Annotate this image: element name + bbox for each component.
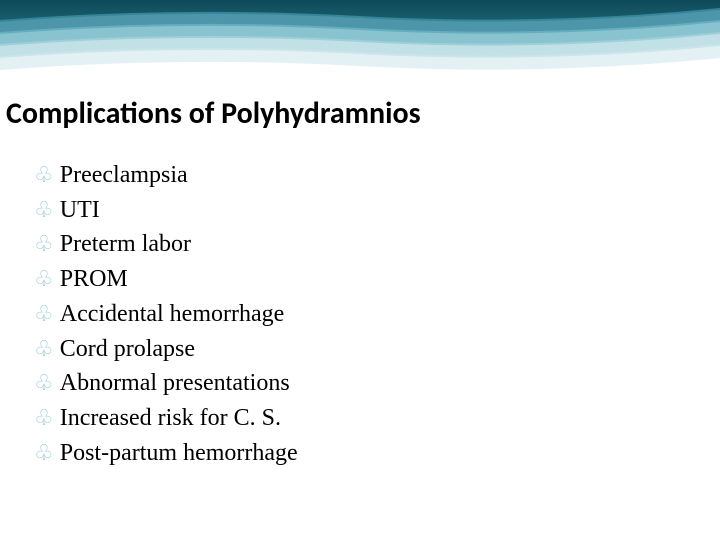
list-item: ♧ PROM — [34, 264, 720, 295]
list-item-text: Increased risk for C. S. — [60, 403, 281, 434]
bullet-icon: ♧ — [34, 160, 54, 190]
list-item: ♧ UTI — [34, 195, 720, 226]
list-item: ♧ Accidental hemorrhage — [34, 299, 720, 330]
bullet-icon: ♧ — [34, 334, 54, 364]
bullet-icon: ♧ — [34, 299, 54, 329]
list-item: ♧ Abnormal presentations — [34, 368, 720, 399]
list-item-text: Preterm labor — [60, 229, 191, 260]
list-item-text: PROM — [60, 264, 128, 295]
list-item-text: Preeclampsia — [60, 160, 188, 191]
list-item-text: UTI — [60, 195, 100, 226]
list-item-text: Cord prolapse — [60, 334, 195, 365]
list-item: ♧ Preterm labor — [34, 229, 720, 260]
list-item-text: Post-partum hemorrhage — [60, 438, 298, 469]
bullet-icon: ♧ — [34, 438, 54, 468]
list-item: ♧ Preeclampsia — [34, 160, 720, 191]
list-item: ♧ Increased risk for C. S. — [34, 403, 720, 434]
list-item-text: Abnormal presentations — [60, 368, 290, 399]
bullet-icon: ♧ — [34, 195, 54, 225]
bullet-icon: ♧ — [34, 264, 54, 294]
bullet-icon: ♧ — [34, 403, 54, 433]
slide-title: Complications of Polyhydramnios — [6, 95, 720, 132]
bullet-icon: ♧ — [34, 368, 54, 398]
list-item: ♧ Post-partum hemorrhage — [34, 438, 720, 469]
bullet-icon: ♧ — [34, 229, 54, 259]
list-item-text: Accidental hemorrhage — [60, 299, 285, 330]
bullet-list: ♧ Preeclampsia ♧ UTI ♧ Preterm labor ♧ P… — [34, 160, 720, 468]
list-item: ♧ Cord prolapse — [34, 334, 720, 365]
slide-content: Complications of Polyhydramnios ♧ Preecl… — [0, 0, 720, 468]
